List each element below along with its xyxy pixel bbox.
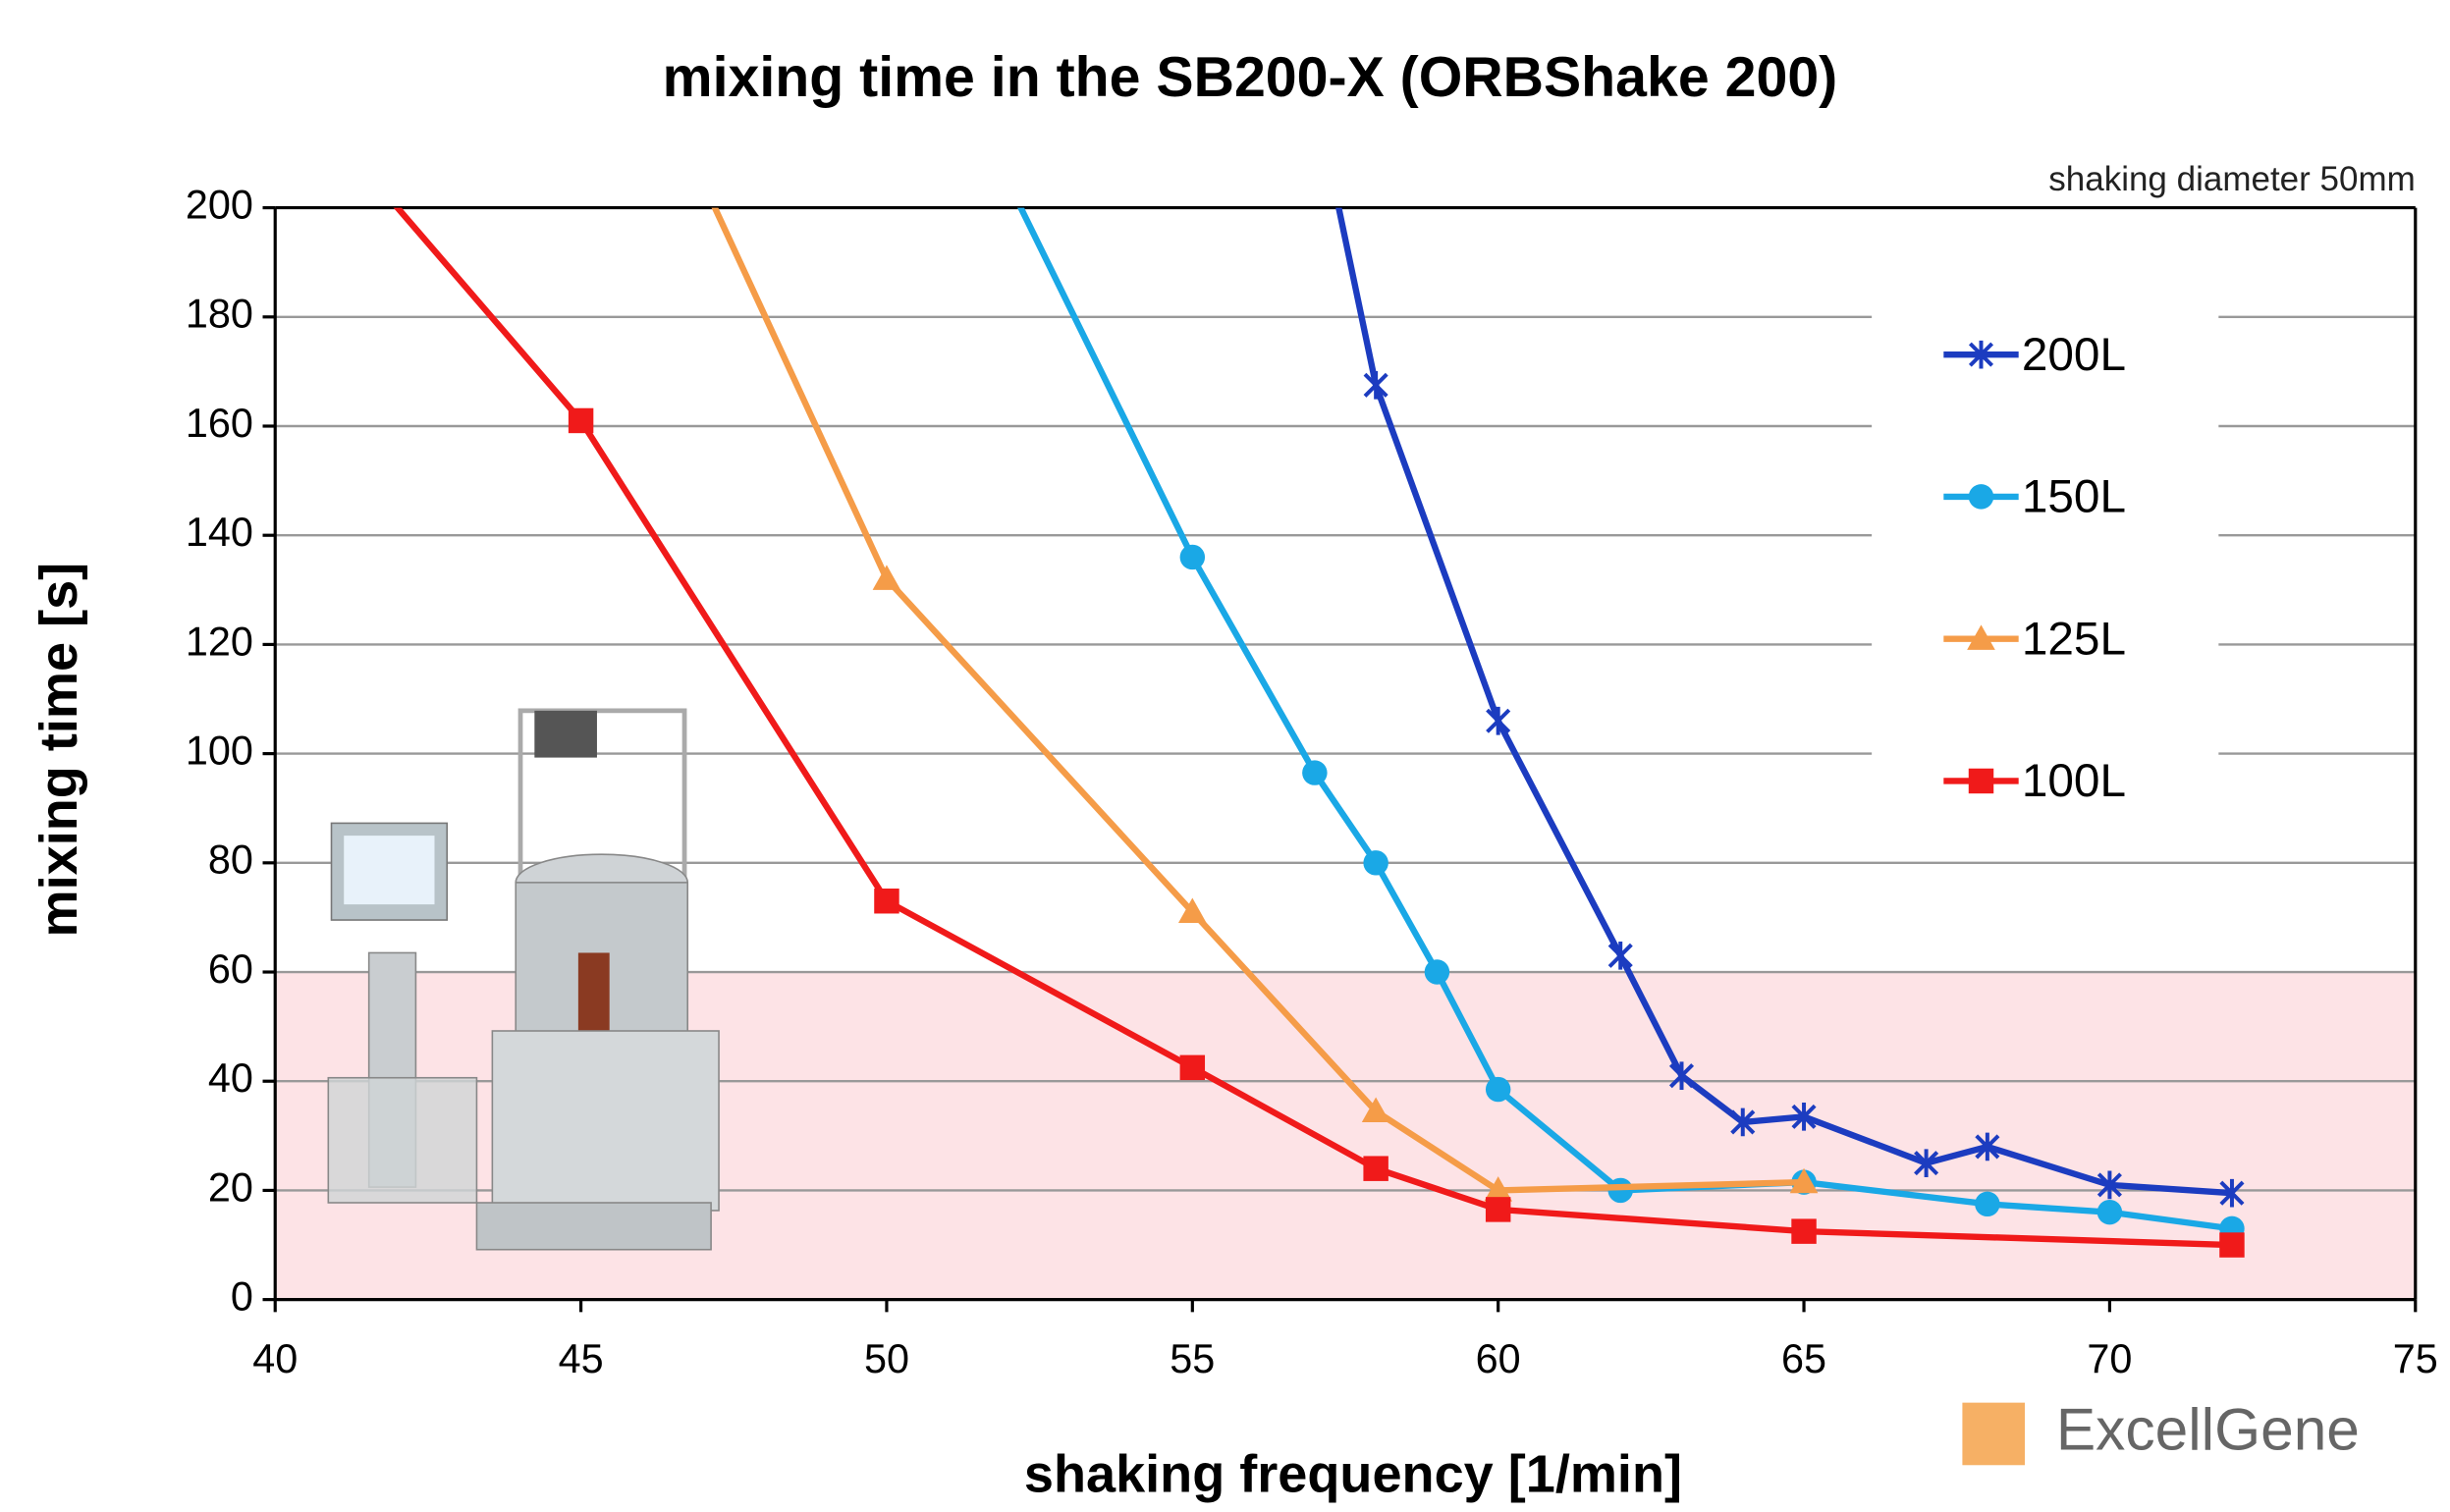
marker: [1791, 1103, 1817, 1131]
legend-marker: [1968, 768, 1994, 794]
marker: [1668, 1061, 1695, 1090]
y-tick-label: 40: [208, 1055, 253, 1101]
marker: [2219, 1232, 2245, 1258]
marker: [1789, 1167, 1819, 1194]
marker: [1302, 760, 1328, 785]
marker: [872, 565, 901, 590]
y-tick-label: 100: [186, 729, 253, 774]
x-tick-label: 45: [559, 1336, 604, 1381]
marker: [1178, 897, 1207, 923]
marker: [1484, 1176, 1512, 1202]
series-line: [393, 207, 2233, 1249]
y-tick-label: 180: [186, 292, 253, 337]
brand-logo: ExcellGene: [1962, 1395, 2360, 1466]
legend-label: 125L: [2022, 613, 2126, 665]
marker: [2096, 1170, 2122, 1200]
marker: [874, 889, 899, 914]
x-tick-label: 65: [1781, 1336, 1826, 1381]
y-tick-label: 140: [186, 510, 253, 555]
chart-title: mixing time in the SB200-X (ORBShake 200…: [663, 46, 1838, 109]
legend-marker: [1967, 624, 1995, 650]
y-tick-label: 0: [231, 1274, 253, 1320]
y-tick-label: 20: [208, 1164, 253, 1210]
marker: [568, 407, 594, 434]
x-axis-label: shaking frequency [1/min]: [1024, 1444, 1682, 1503]
marker: [1179, 544, 1206, 570]
y-tick-label: 120: [186, 619, 253, 664]
marker: [1363, 370, 1388, 400]
x-tick-label: 55: [1170, 1336, 1215, 1381]
marker: [1791, 1218, 1817, 1244]
marker: [1486, 706, 1511, 735]
x-tick-label: 40: [252, 1336, 298, 1381]
x-tick-label: 60: [1476, 1336, 1521, 1381]
x-tick-label: 50: [864, 1336, 909, 1381]
legend-marker: [1968, 340, 1994, 369]
legend-marker: [1968, 484, 1994, 510]
x-tick-label: 75: [2393, 1336, 2438, 1381]
legend-label: 150L: [2022, 471, 2126, 523]
subtitle: shaking diameter 50mm: [2048, 160, 2415, 198]
marker: [1485, 1076, 1511, 1103]
y-tick-label: 80: [208, 837, 253, 883]
marker: [1485, 1197, 1511, 1222]
marker: [2096, 1199, 2123, 1225]
legend-label: 100L: [2022, 755, 2126, 807]
marker: [1730, 1107, 1756, 1137]
marker: [2219, 1178, 2245, 1208]
series-line: [711, 207, 1805, 1194]
marker: [1361, 1097, 1390, 1122]
y-axis-label: mixing time [s]: [29, 563, 88, 938]
marker: [1975, 1132, 2000, 1161]
y-tick-label: 160: [186, 401, 253, 446]
marker: [1914, 1149, 1939, 1177]
legend-label: 200L: [2022, 329, 2126, 381]
marker: [1424, 959, 1450, 985]
marker: [1363, 1156, 1388, 1181]
marker: [1975, 1191, 2000, 1217]
x-tick-label: 70: [2087, 1336, 2132, 1381]
y-tick-label: 60: [208, 946, 253, 992]
y-tick-label: 200: [186, 183, 253, 228]
marker: [1179, 1054, 1206, 1081]
marker: [1607, 942, 1633, 970]
brand-name: ExcellGene: [2056, 1395, 2360, 1462]
marker: [1363, 850, 1388, 876]
legend-box: [1872, 234, 2219, 829]
bioreactor-photo: [327, 708, 720, 1251]
